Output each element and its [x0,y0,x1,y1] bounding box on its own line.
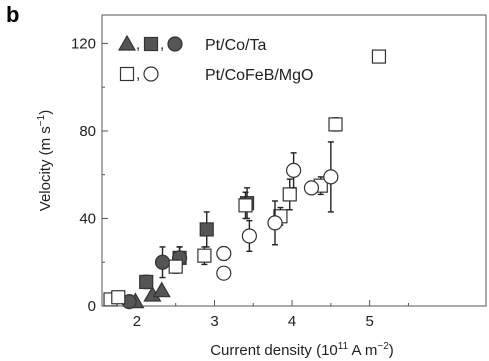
data-point [216,265,232,281]
x-tick-label: 4 [288,313,296,330]
legend: , , Pt/Co/Ta, Pt/CoFeB/MgO [117,34,313,84]
x-tick-label: 5 [365,313,373,330]
x-tick-label: 2 [133,313,141,330]
y-tick-label: 40 [79,210,96,227]
data-point [303,180,320,196]
data-point [371,49,387,64]
y-axis-label: Velocity (m s−1) [36,110,54,211]
data-point [111,290,126,305]
legend-marker [167,36,183,52]
legend-marker [119,66,135,82]
data-point [241,228,257,244]
legend-label: Pt/Co/Ta [205,37,266,54]
y-tick-label: 80 [79,123,96,140]
data-point [238,198,253,213]
x-axis-label: Current density (1011 A m−2) [210,341,394,359]
legend-marker [143,66,159,82]
data-point [323,169,339,185]
data-point [216,245,232,262]
data-point [282,187,297,202]
legend-separator: , [160,36,164,53]
y-axis-ticks: 0 40 80 120 [71,35,108,315]
axes [101,14,487,307]
data-point [154,254,171,270]
legend-separator: , [136,36,140,53]
x-tick-label: 3 [210,313,218,330]
data-points [103,49,387,310]
data-point [152,281,171,298]
data-point [197,248,212,263]
legend-marker [117,34,137,51]
legend-label: Pt/CoFeB/MgO [205,67,313,84]
data-point [267,215,283,231]
panel-label: b [6,2,20,27]
data-point [139,274,154,290]
x-axis-ticks: 2 3 4 5 [133,300,409,330]
y-tick-label: 120 [71,35,96,52]
legend-marker [143,36,159,52]
data-point [168,259,183,274]
data-point [199,222,214,237]
data-point [286,162,302,178]
legend-separator: , [136,66,140,83]
data-point [328,117,343,132]
plot-frame [101,14,487,307]
y-tick-label: 0 [88,298,96,315]
